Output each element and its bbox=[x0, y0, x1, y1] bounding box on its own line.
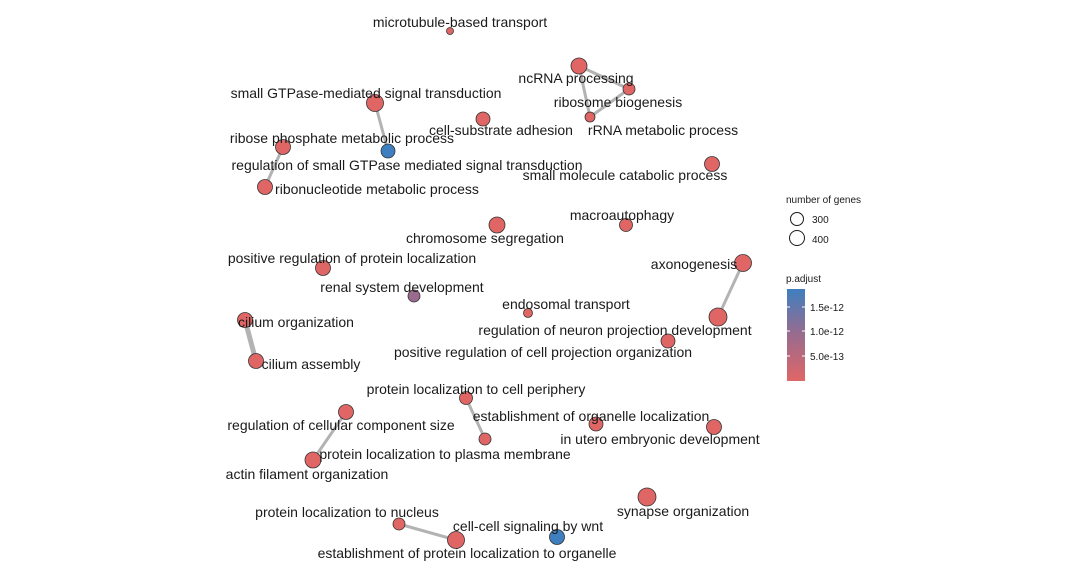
node-label-n4: rRNA metabolic process bbox=[588, 122, 738, 138]
node-n16[interactable] bbox=[523, 308, 533, 318]
node-n13[interactable] bbox=[315, 260, 331, 276]
node-label-n2: ncRNA processing bbox=[518, 70, 633, 86]
node-n9[interactable] bbox=[257, 179, 273, 195]
edge-n28-n30 bbox=[397, 522, 458, 542]
node-label-n17: cilium organization bbox=[238, 314, 354, 330]
node-n1[interactable] bbox=[446, 27, 454, 35]
node-label-n28: protein localization to nucleus bbox=[255, 504, 439, 520]
node-label-n15: renal system development bbox=[320, 279, 484, 295]
node-label-n6: cell-substrate adhesion bbox=[429, 122, 573, 138]
node-label-n16: endosomal transport bbox=[502, 296, 630, 312]
size-legend-label-300: 300 bbox=[812, 215, 829, 226]
size-legend-title: number of genes bbox=[786, 195, 861, 206]
node-n19[interactable] bbox=[660, 333, 676, 349]
node-n10[interactable] bbox=[704, 156, 720, 172]
size-legend-circle-300 bbox=[790, 212, 804, 226]
node-label-n26: actin filament organization bbox=[226, 466, 389, 482]
color-legend-title: p.adjust bbox=[786, 274, 821, 285]
color-legend-tick-label: 1.0e-12 bbox=[810, 327, 844, 338]
node-label-n30: establishment of protein localization to… bbox=[318, 545, 617, 561]
node-label-n21: protein localization to cell periphery bbox=[367, 381, 586, 397]
node-n5[interactable] bbox=[366, 94, 384, 112]
node-n12[interactable] bbox=[488, 216, 506, 234]
node-label-n27: synapse organization bbox=[617, 503, 749, 519]
node-label-n8: regulation of small GTPase mediated sign… bbox=[232, 157, 583, 173]
node-label-n7: ribose phosphate metabolic process bbox=[230, 130, 454, 146]
node-n11[interactable] bbox=[619, 218, 633, 232]
node-n17[interactable] bbox=[237, 312, 253, 328]
edge-n2-n3 bbox=[577, 64, 631, 91]
node-label-n12: chromosome segregation bbox=[406, 230, 564, 246]
legend: number of genes 300 400 p.adjust 1.5e-12 bbox=[786, 195, 861, 381]
node-label-n1: microtubule-based transport bbox=[373, 14, 547, 30]
edge-n14-n18 bbox=[716, 261, 745, 319]
node-label-n9: ribonucleotide metabolic process bbox=[275, 181, 479, 197]
node-n24[interactable] bbox=[706, 419, 722, 435]
node-label-n14: axonogenesis bbox=[651, 256, 737, 272]
edge-n2-n4 bbox=[577, 64, 592, 119]
node-label-n24: in utero embryonic development bbox=[560, 431, 759, 447]
edge-n3-n4 bbox=[588, 87, 631, 119]
node-label-n5: small GTPase-mediated signal transductio… bbox=[231, 85, 502, 101]
node-n28[interactable] bbox=[392, 517, 406, 531]
node-n29[interactable] bbox=[549, 529, 565, 545]
node-label-n10: small molecule catabolic process bbox=[523, 167, 728, 183]
node-n4[interactable] bbox=[584, 111, 596, 123]
color-legend-tick-label: 5.0e-13 bbox=[810, 352, 844, 363]
color-legend-tick-label: 1.5e-12 bbox=[810, 303, 844, 314]
node-n2[interactable] bbox=[570, 57, 588, 75]
label-layer: microtubule-based transport ncRNA process… bbox=[226, 14, 760, 561]
node-label-n19: positive regulation of cell projection o… bbox=[394, 344, 692, 360]
edge-n21-n25 bbox=[464, 396, 487, 441]
node-n15[interactable] bbox=[407, 289, 421, 303]
node-n20[interactable] bbox=[248, 353, 264, 369]
node-n18[interactable] bbox=[708, 307, 728, 327]
size-legend-label-400: 400 bbox=[812, 235, 829, 246]
node-n27[interactable] bbox=[637, 487, 657, 507]
node-n30[interactable] bbox=[447, 531, 465, 549]
node-label-n29: cell-cell signaling by wnt bbox=[453, 518, 603, 534]
node-label-n20: cilium assembly bbox=[262, 356, 361, 372]
node-n23[interactable] bbox=[338, 404, 354, 420]
node-n8[interactable] bbox=[380, 143, 396, 159]
node-n22[interactable] bbox=[588, 416, 604, 432]
node-n26[interactable] bbox=[304, 451, 322, 469]
node-n25[interactable] bbox=[478, 432, 492, 446]
node-label-n22: establishment of organelle localization bbox=[473, 408, 710, 424]
node-label-n23: regulation of cellular component size bbox=[227, 417, 454, 433]
edge-n23-n26 bbox=[311, 410, 348, 462]
size-legend-circle-400 bbox=[789, 230, 805, 246]
node-n3[interactable] bbox=[622, 82, 636, 96]
node-n7[interactable] bbox=[275, 139, 291, 155]
node-label-n13: positive regulation of protein localizat… bbox=[228, 250, 476, 266]
node-label-n3: ribosome biogenesis bbox=[554, 94, 682, 110]
node-label-n18: regulation of neuron projection developm… bbox=[478, 322, 751, 338]
color-legend-bar bbox=[787, 289, 805, 381]
node-n14[interactable] bbox=[734, 254, 752, 272]
node-n21[interactable] bbox=[459, 391, 473, 405]
node-layer bbox=[237, 27, 752, 549]
node-label-n25: protein localization to plasma membrane bbox=[319, 446, 571, 462]
node-n6[interactable] bbox=[475, 111, 491, 127]
node-label-n11: macroautophagy bbox=[570, 207, 674, 223]
